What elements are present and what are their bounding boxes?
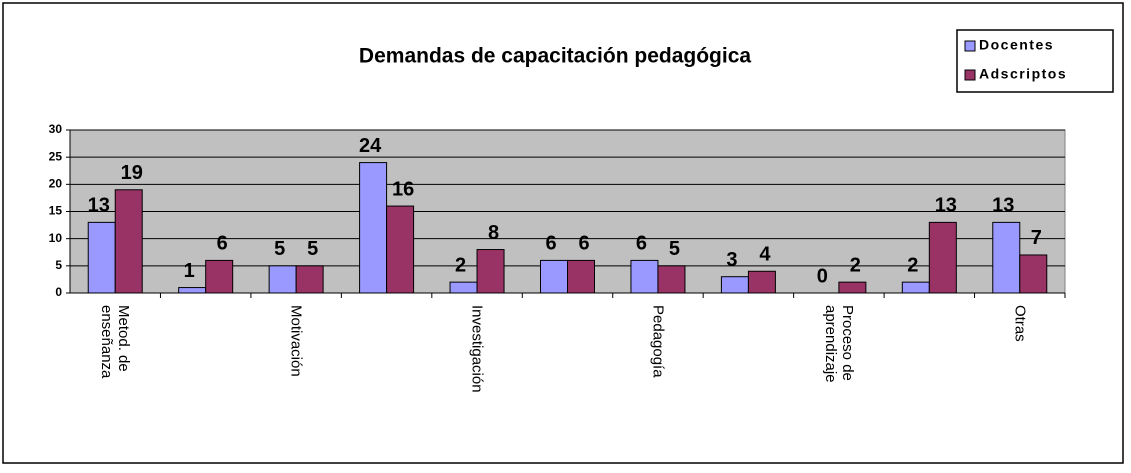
page: Demandas de capacitación pedagógica 0510… — [0, 0, 1131, 473]
data-label: 6 — [545, 233, 556, 255]
data-label: 3 — [726, 249, 737, 271]
data-label: 8 — [488, 222, 499, 244]
bar — [206, 260, 233, 293]
bar — [993, 222, 1020, 293]
data-label: 6 — [217, 233, 228, 255]
data-label: 5 — [274, 238, 285, 260]
data-label: 13 — [992, 195, 1014, 217]
y-tick-label: 0 — [55, 285, 62, 299]
x-tick-label: Otras — [1011, 305, 1028, 440]
bar — [902, 282, 929, 293]
bar — [839, 282, 866, 293]
x-tick-label: Pedagogía — [649, 305, 666, 440]
legend-swatch — [965, 41, 975, 51]
y-tick-label: 5 — [55, 258, 62, 272]
bar — [631, 260, 658, 293]
data-label: 7 — [1031, 227, 1042, 249]
bar — [88, 222, 115, 293]
y-tick-label: 25 — [49, 149, 63, 163]
data-label: 6 — [636, 233, 647, 255]
x-tick-label: Investigación — [469, 305, 486, 440]
x-tick-label: Motivación — [288, 305, 305, 440]
bar — [269, 266, 296, 293]
bar — [568, 260, 595, 293]
data-label: 5 — [307, 238, 318, 260]
data-label: 19 — [121, 162, 143, 184]
bar — [450, 282, 477, 293]
data-label: 16 — [392, 178, 414, 200]
bar — [541, 260, 568, 293]
y-tick-label: 30 — [49, 122, 63, 136]
bar — [115, 190, 142, 293]
bar — [360, 163, 387, 293]
chart-title: Demandas de capacitación pedagógica — [359, 45, 751, 68]
data-label: 5 — [669, 238, 680, 260]
data-label: 4 — [759, 244, 771, 266]
data-label: 24 — [359, 135, 382, 157]
data-label: 1 — [184, 260, 195, 282]
bar — [387, 206, 414, 293]
chart: Demandas de capacitación pedagógica 0510… — [0, 0, 1131, 473]
x-tick-label: Metod. de enseñanza — [98, 305, 132, 440]
y-tick-label: 10 — [49, 231, 63, 245]
bar — [179, 288, 206, 293]
data-label: 2 — [850, 254, 861, 276]
legend-label: Docentes — [979, 37, 1054, 53]
legend-label: Adscriptos — [979, 66, 1067, 82]
bar — [1020, 255, 1047, 293]
bar — [477, 250, 504, 293]
data-label: 13 — [935, 195, 957, 217]
data-label: 2 — [907, 254, 918, 276]
bar — [748, 271, 775, 293]
bar — [721, 277, 748, 293]
y-tick-label: 15 — [49, 204, 63, 218]
data-label: 2 — [455, 254, 466, 276]
bar — [929, 222, 956, 293]
legend-swatch — [965, 70, 975, 80]
x-tick-label: Proceso de aprendizaje — [822, 305, 856, 440]
y-tick-label: 20 — [49, 177, 63, 191]
bar — [296, 266, 323, 293]
data-label: 0 — [817, 265, 828, 287]
data-label: 13 — [88, 195, 110, 217]
bar — [658, 266, 685, 293]
data-label: 6 — [578, 233, 589, 255]
